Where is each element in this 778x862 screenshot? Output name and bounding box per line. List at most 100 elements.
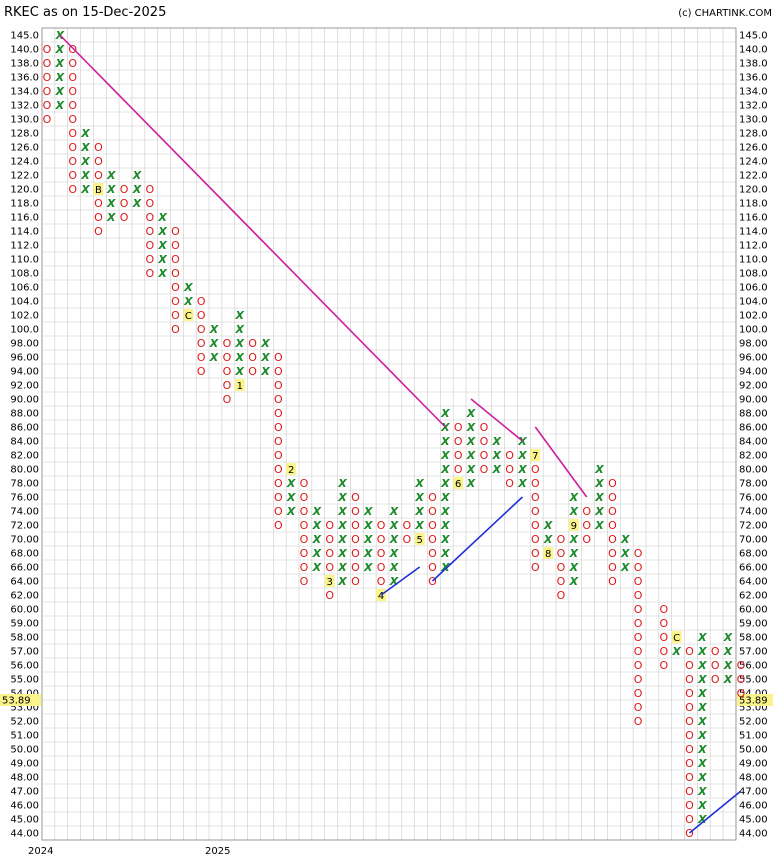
- trend-lines: [59, 34, 742, 834]
- y-tick-label: 51.00: [10, 731, 39, 742]
- x-mark: X: [157, 225, 167, 238]
- y-tick-label: 57.00: [739, 647, 768, 658]
- x-mark: X: [55, 43, 65, 56]
- x-mark: X: [492, 449, 502, 462]
- x-mark: X: [723, 673, 733, 686]
- x-mark: X: [697, 743, 707, 756]
- x-mark: X: [697, 659, 707, 672]
- x-mark: X: [440, 547, 450, 560]
- o-mark: O: [300, 477, 309, 490]
- y-tick-label: 78.00: [10, 479, 39, 490]
- y-tick-label: 47.00: [739, 787, 768, 798]
- o-mark: O: [171, 267, 180, 280]
- o-mark: O: [402, 533, 411, 546]
- o-mark: O: [68, 71, 77, 84]
- y-tick-label: 45.00: [10, 815, 39, 826]
- y-tick-label: 116.0: [10, 213, 39, 224]
- o-mark: O: [428, 561, 437, 574]
- y-tick-label: 64.00: [10, 577, 39, 588]
- y-tick-label: 84.00: [739, 437, 768, 448]
- y-tick-label: 44.00: [739, 829, 768, 840]
- price-tag-right: [737, 694, 773, 706]
- x-mark: X: [697, 645, 707, 658]
- o-mark: O: [685, 813, 694, 826]
- o-mark: O: [274, 449, 283, 462]
- o-mark: O: [274, 463, 283, 476]
- x-mark: X: [569, 533, 579, 546]
- x-mark: X: [337, 491, 347, 504]
- y-tick-label: 72.00: [10, 521, 39, 532]
- x-mark: X: [389, 575, 399, 588]
- y-tick-label: 140.0: [739, 45, 768, 56]
- o-mark: O: [171, 309, 180, 322]
- price-tag-label: 53.89: [739, 696, 768, 707]
- y-tick-label: 76.00: [739, 493, 768, 504]
- x-mark: X: [517, 463, 527, 476]
- y-tick-label: 132.0: [739, 101, 768, 112]
- y-tick-label: 92.00: [739, 381, 768, 392]
- y-tick-label: 53.00: [10, 703, 39, 714]
- o-mark: O: [68, 85, 77, 98]
- x-mark: X: [312, 519, 322, 532]
- o-mark: O: [634, 617, 643, 630]
- y-tick-label: 56.00: [10, 661, 39, 672]
- x-mark: X: [80, 183, 90, 196]
- y-tick-label: 122.0: [739, 171, 768, 182]
- y-axis-right: 145.0 140.0 138.0 136.0 134.0 132.0 130.0 128.0…: [737, 31, 773, 840]
- y-tick-label: 46.00: [739, 801, 768, 812]
- x-mark: X: [80, 127, 90, 140]
- o-mark: O: [428, 575, 437, 588]
- o-mark: O: [685, 645, 694, 658]
- x-mark: X: [620, 533, 630, 546]
- o-mark: O: [608, 491, 617, 504]
- y-tick-label: 62.00: [739, 591, 768, 602]
- y-tick-label: 80.00: [10, 465, 39, 476]
- o-mark: O: [171, 295, 180, 308]
- x-mark: X: [389, 519, 399, 532]
- x-mark: X: [517, 449, 527, 462]
- month-marker: 3: [327, 577, 333, 588]
- x-mark: X: [569, 561, 579, 574]
- y-tick-label: 126.0: [739, 143, 768, 154]
- o-mark: O: [274, 393, 283, 406]
- y-tick-label: 100.0: [739, 325, 768, 336]
- o-mark: O: [351, 547, 360, 560]
- y-tick-label: 60.00: [10, 605, 39, 616]
- y-tick-label: 52.00: [739, 717, 768, 728]
- x-mark: X: [594, 477, 604, 490]
- y-tick-label: 66.00: [10, 563, 39, 574]
- y-tick-label: 80.00: [739, 465, 768, 476]
- o-mark: O: [68, 113, 77, 126]
- o-mark: O: [454, 421, 463, 434]
- o-mark: O: [737, 659, 746, 672]
- o-mark: O: [582, 533, 591, 546]
- x-mark: X: [517, 435, 527, 448]
- o-mark: O: [402, 519, 411, 532]
- x-mark: X: [337, 519, 347, 532]
- month-marker-bg: [183, 309, 194, 321]
- y-tick-label: 76.00: [10, 493, 39, 504]
- o-mark: O: [737, 673, 746, 686]
- x-mark: X: [389, 561, 399, 574]
- x-mark: X: [440, 407, 450, 420]
- month-marker: 5: [416, 535, 422, 546]
- month-marker: 8: [545, 549, 551, 560]
- o-mark: O: [634, 561, 643, 574]
- x-mark: X: [363, 519, 373, 532]
- o-mark: O: [94, 197, 103, 210]
- o-mark: O: [557, 533, 566, 546]
- trend-line: [534, 426, 588, 498]
- x-mark: X: [697, 757, 707, 770]
- x-tick-label: 2025: [205, 846, 230, 857]
- chart-title: RKEC as on 15-Dec-2025: [4, 5, 166, 20]
- o-mark: O: [659, 645, 668, 658]
- o-mark: O: [351, 561, 360, 574]
- o-mark: O: [171, 281, 180, 294]
- x-mark: X: [286, 477, 296, 490]
- month-marker: 4: [378, 591, 384, 602]
- y-tick-label: 94.00: [10, 367, 39, 378]
- month-marker-bg: [530, 449, 541, 461]
- x-mark: X: [466, 435, 476, 448]
- o-mark: O: [68, 99, 77, 112]
- o-mark: O: [685, 757, 694, 770]
